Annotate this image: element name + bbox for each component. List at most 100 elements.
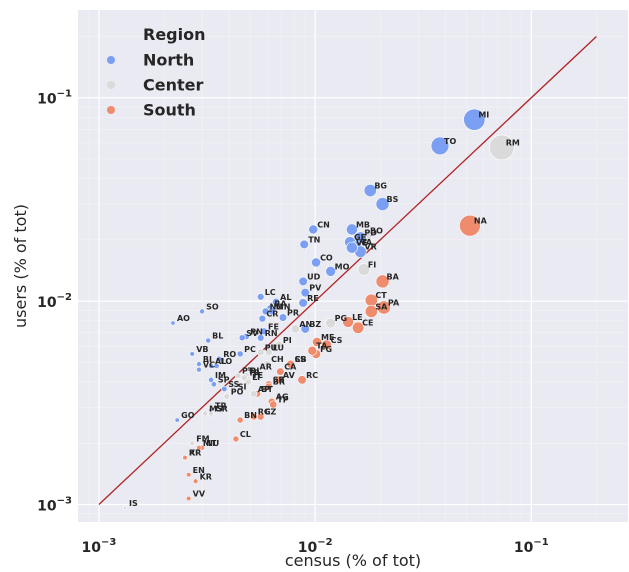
point-label: MS [209,405,223,414]
data-point [216,355,223,362]
point-label: GE [354,233,366,242]
point-label: BS [387,195,399,204]
data-point [170,320,176,326]
point-label: UD [307,272,320,281]
point-label: SA [375,302,388,311]
x-tick-labels: 10−3 10−2 10−1 [82,537,549,556]
point-label: CB [295,355,307,364]
legend-label: North [143,51,194,70]
point-label: PN [250,327,263,336]
data-point [489,134,515,161]
point-label: NU [206,439,219,448]
data-point [208,410,214,417]
y-tick-label: 10−2 [37,292,72,311]
point-label: PA [388,299,400,308]
data-point [196,366,202,373]
point-label: BI [203,355,212,364]
data-point [238,334,246,342]
data-point [258,314,267,323]
data-point [376,300,391,315]
data-point [260,327,268,336]
point-label: RM [506,138,520,147]
point-label: BO [370,227,383,236]
reference-line [98,36,597,505]
data-point [236,350,244,358]
data-point [375,197,390,211]
point-label: GO [181,411,195,420]
data-point [208,362,214,369]
point-label: PI [283,336,292,345]
data-point [300,324,310,334]
data-point [312,336,322,347]
point-label: MI [478,111,489,120]
point-label: PO [231,387,244,396]
point-label: AL [215,357,226,366]
point-label: CR [266,310,278,319]
point-label: CS [331,336,343,345]
point-label: MN [276,302,291,311]
point-label: LC [265,288,276,297]
data-point [264,382,273,391]
data-point [256,293,265,301]
point-label: AR [260,363,272,372]
point-label: RA [274,299,287,308]
point-label: BT [261,385,273,394]
point-label: SV [246,329,259,338]
point-label: VA [360,238,373,247]
point-label: PR [287,309,299,318]
data-point [430,136,450,156]
data-point [298,276,308,287]
legend-title: Region [143,25,206,44]
data-point [364,304,378,318]
point-label: SS [295,355,306,364]
point-label: AN [299,320,312,329]
y-tick-labels: 10−3 10−2 10−1 [37,89,72,515]
data-point [274,340,284,349]
x-tick-label: 10−3 [82,537,117,556]
point-label: RI [250,367,259,376]
point-label: BL [212,332,223,341]
data-point [274,375,284,384]
point-label: TR [248,369,260,378]
data-point [463,108,486,131]
data-point [375,274,390,289]
point-label: EN [193,466,205,475]
point-label: PU [265,343,277,352]
data-point [232,435,240,443]
legend: Region North Center South [107,25,206,120]
y-axis-label: users (% of tot) [11,204,30,328]
data-point [186,495,192,502]
data-point [256,348,265,357]
point-label: BG [374,181,387,190]
data-point [300,288,310,298]
point-label: TE [252,371,263,380]
legend-label: South [143,101,196,120]
point-label: ME [321,333,334,342]
data-point [256,334,265,342]
data-point [311,257,321,268]
point-label: TP [277,396,288,405]
x-tick-label: 10−1 [514,537,549,556]
point-label: CZ [265,408,277,417]
point-label: BN [244,411,257,420]
data-point [202,410,209,417]
point-label: SS [228,380,239,389]
data-point [261,307,270,316]
data-point [234,372,242,379]
point-label: FI [368,261,376,270]
point-label: CA [284,363,297,372]
data-point [192,478,199,485]
data-point [278,313,288,322]
data-point [357,263,371,276]
legend-marker [107,81,115,89]
point-label: CL [240,430,251,439]
data-point [276,367,285,376]
data-point [272,297,281,307]
point-label: BZ [309,320,321,329]
data-point [210,381,217,388]
point-label: CO [320,253,333,262]
data-point [189,440,195,446]
data-point [263,360,272,368]
